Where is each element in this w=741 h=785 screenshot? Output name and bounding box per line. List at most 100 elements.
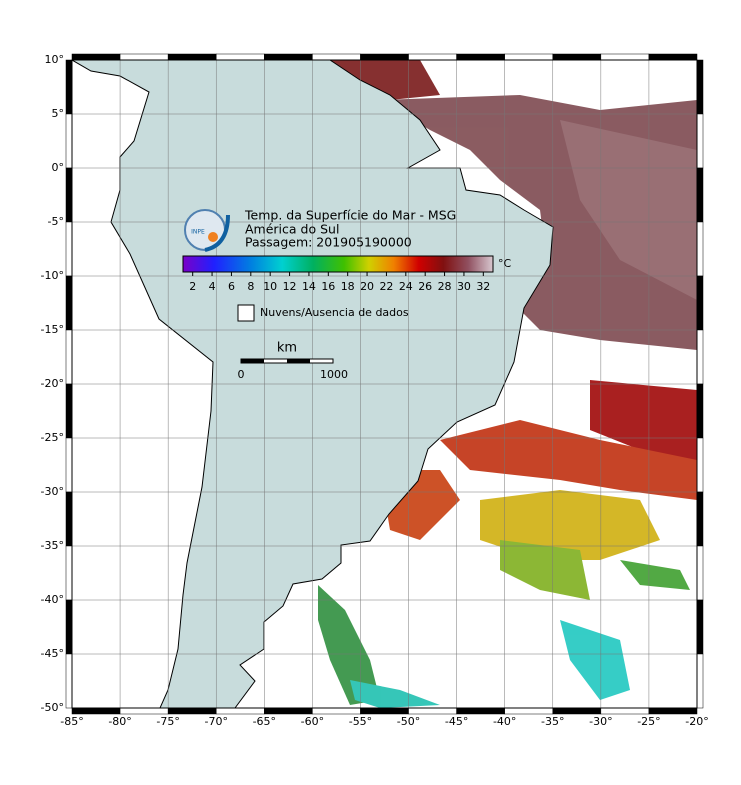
frame-segment [119, 53, 169, 61]
frame-segment [65, 599, 73, 655]
y-tick-label: -10° [41, 269, 64, 282]
frame-segment [600, 707, 650, 715]
frame-segment [504, 53, 554, 61]
y-tick-label: -35° [41, 539, 64, 552]
x-tick-label: -65° [253, 715, 276, 728]
frame-segment [696, 437, 704, 493]
colorbar-tick-label: 20 [360, 280, 374, 293]
frame-segment [215, 53, 265, 61]
y-tick-label: -50° [41, 701, 64, 714]
x-tick-label: -60° [301, 715, 324, 728]
frame-segment [264, 53, 313, 61]
colorbar-tick-label: 12 [283, 280, 297, 293]
x-tick-label: -20° [685, 715, 708, 728]
y-tick-label: -30° [41, 485, 64, 498]
logo-arc [204, 214, 230, 252]
scale-label: 1000 [320, 368, 348, 381]
x-tick-label: -75° [156, 715, 179, 728]
plot-border [71, 59, 698, 709]
frame-segment [552, 707, 602, 715]
colorbar-tick-label: 18 [341, 280, 355, 293]
frame-segment [312, 707, 361, 715]
frame-segment [167, 707, 217, 715]
map-area [72, 60, 697, 708]
title-line: Temp. da Superfície do Mar - MSG [244, 208, 456, 223]
frame-segment [65, 329, 73, 385]
x-tick-label: -80° [108, 715, 131, 728]
x-tick-label: -40° [493, 715, 516, 728]
colorbar-tick-label: 4 [209, 280, 216, 293]
y-tick-label: 10° [45, 53, 65, 66]
frame-segment [65, 113, 73, 169]
colorbar-tick-label: 32 [476, 280, 490, 293]
colorbar-tick-label: 14 [302, 280, 316, 293]
colorbar-tick-label: 10 [263, 280, 277, 293]
x-tick-label: -55° [349, 715, 372, 728]
frame-segment [696, 653, 704, 709]
frame-segment [312, 53, 361, 61]
frame-segment [65, 167, 73, 223]
frame-segment [696, 599, 704, 655]
colorbar-tick-label: 22 [379, 280, 393, 293]
frame [65, 53, 704, 715]
frame-segment [360, 53, 409, 61]
title-line: Passagem: 201905190000 [245, 235, 412, 250]
y-tick-label: 5° [52, 107, 65, 120]
frame-segment [648, 707, 698, 715]
scale-bar-segment [287, 359, 310, 363]
colorbar-tick-label: 16 [321, 280, 335, 293]
x-tick-label: -70° [204, 715, 227, 728]
frame-segment [456, 53, 505, 61]
y-tick-label: -45° [41, 647, 64, 660]
frame-segment [696, 275, 704, 331]
colorbar-tick-label: 28 [438, 280, 452, 293]
colorbar-tick-label: 26 [418, 280, 432, 293]
y-tick-label: -40° [41, 593, 64, 606]
frame-segment [264, 707, 313, 715]
sst-patches [300, 60, 697, 708]
y-tick-label: 0° [52, 161, 65, 174]
frame-segment [696, 545, 704, 601]
frame-segment [65, 545, 73, 601]
x-tick-label: -25° [637, 715, 660, 728]
frame-segment [65, 59, 73, 115]
colorbar-tick-label: 30 [457, 280, 471, 293]
frame-segment [696, 329, 704, 385]
frame-segment [119, 707, 169, 715]
frame-segment [65, 383, 73, 439]
logo-dot [208, 232, 218, 242]
frame-segment [696, 113, 704, 169]
frame-segment [408, 707, 457, 715]
frame-segment [65, 221, 73, 277]
y-tick-label: -15° [41, 323, 64, 336]
logo-text: INPE [191, 229, 205, 236]
x-tick-label: -35° [541, 715, 564, 728]
colorbar-tick-label: 6 [228, 280, 235, 293]
title-line: América do Sul [245, 222, 339, 237]
y-tick-label: -20° [41, 377, 64, 390]
frame-segment [71, 53, 121, 61]
colorbar-ticks: 2 4 6 8 10 12 14 16 18 20 22 24 26 28 30 32 [189, 272, 490, 293]
frame-segment [648, 53, 698, 61]
y-tick-label: -5° [48, 215, 64, 228]
frame-segment [360, 707, 409, 715]
frame-segment [456, 707, 505, 715]
scale-bar-segment [241, 359, 264, 363]
frame-segment [215, 707, 265, 715]
x-tick-label: -85° [60, 715, 83, 728]
x-tick-label: -45° [445, 715, 468, 728]
legend-swatch [237, 304, 255, 322]
frame-segment [696, 383, 704, 439]
grid [72, 60, 697, 708]
x-tick-label: -30° [589, 715, 612, 728]
frame-segment [408, 53, 457, 61]
frame-segment [696, 221, 704, 277]
y-tick-label: -25° [41, 431, 64, 444]
frame-segment [71, 707, 121, 715]
frame-segment [65, 437, 73, 493]
colorbar-tick-label: 24 [399, 280, 413, 293]
scale-label: 0 [238, 368, 245, 381]
colorbar-tick-label: 2 [189, 280, 196, 293]
frame-segment [696, 491, 704, 547]
frame-segment [504, 707, 554, 715]
